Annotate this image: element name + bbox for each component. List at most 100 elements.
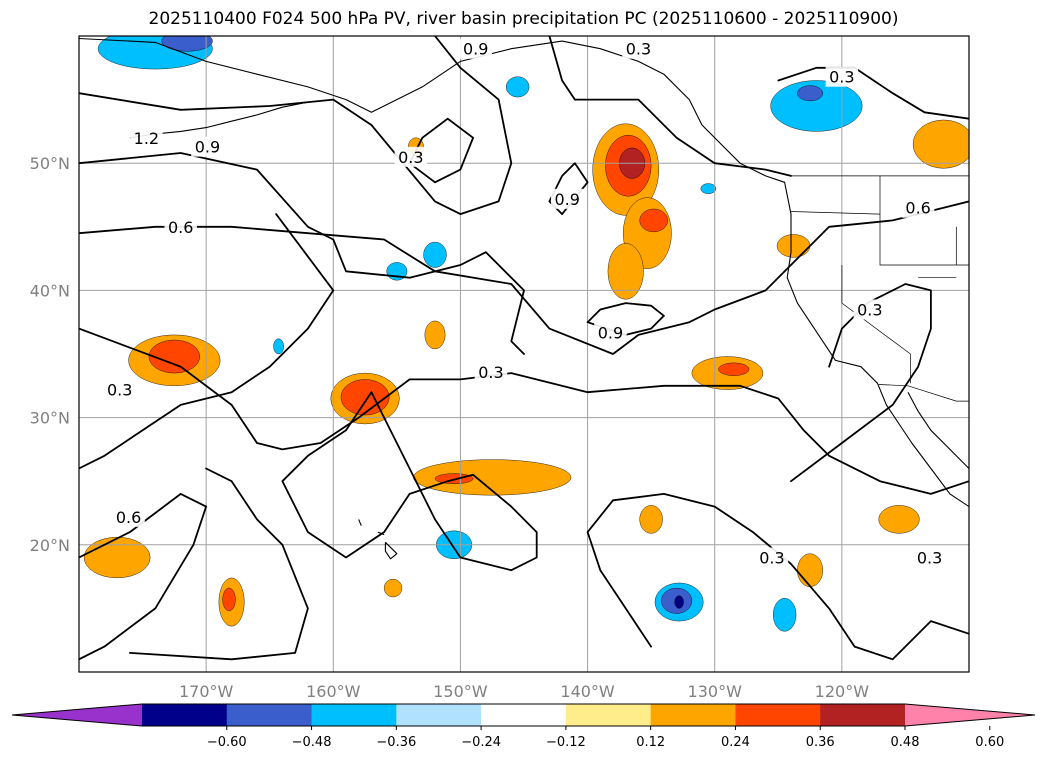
border-3: [878, 384, 969, 402]
precip-blob-28: [639, 505, 663, 534]
pv-contour-6: [79, 213, 335, 470]
svg-text:0.3: 0.3: [829, 68, 854, 87]
svg-text:0.3: 0.3: [478, 363, 503, 382]
colorbar-tick-label-3: −0.24: [461, 735, 501, 750]
border-2: [841, 265, 911, 384]
colorbar-swatch-8: [820, 704, 906, 726]
lon-tick-label-2: 150°W: [433, 682, 488, 701]
colorbar-swatch-4: [481, 704, 567, 726]
colorbar-tick-label-5: 0.12: [636, 735, 665, 750]
pv-contour-5: [79, 327, 969, 495]
svg-text:0.9: 0.9: [555, 190, 580, 209]
svg-text:0.6: 0.6: [168, 218, 193, 237]
colorbar-tick-label-1: −0.48: [292, 735, 332, 750]
precip-blob-15: [423, 241, 447, 268]
precip-blob-31: [797, 553, 823, 587]
precip-blob-26: [434, 473, 474, 484]
contour-label-8: 0.6: [901, 197, 935, 218]
svg-text:0.3: 0.3: [917, 549, 942, 568]
contour-label-11: 0.3: [474, 361, 508, 382]
svg-text:0.3: 0.3: [759, 549, 784, 568]
pv-contour-10: [586, 493, 969, 661]
coastline-0: [79, 37, 969, 508]
precip-blob-34: [383, 578, 403, 598]
pv-contour-1: [79, 36, 513, 215]
colorbar-swatch-3: [396, 704, 482, 726]
precip-blob-2: [506, 76, 530, 98]
colorbar-tick-label-8: 0.48: [891, 735, 920, 750]
colorbar-swatch-5: [565, 704, 652, 726]
colorbar-swatch-2: [311, 704, 397, 726]
svg-text:0.3: 0.3: [398, 148, 423, 167]
contour-label-7: 0.6: [164, 216, 197, 237]
border-4: [790, 211, 881, 215]
contour-label-1: 0.3: [622, 38, 655, 59]
colorbar-extend-low: [12, 704, 142, 726]
pv-contour-2: [548, 36, 792, 177]
svg-text:0.3: 0.3: [107, 381, 132, 400]
lon-tick-label-3: 140°W: [560, 682, 615, 701]
precip-blob-5: [912, 119, 969, 169]
contour-label-14: 0.3: [755, 547, 789, 568]
coastline-5: [384, 541, 398, 560]
lat-tick-label-2: 40°N: [30, 281, 70, 300]
colorbar-tick-label-0: −0.60: [207, 735, 247, 750]
precip-blob-14: [776, 234, 811, 258]
pv-contour-labels: 0.9 0.3 0.3 1.2 0.9 0.3 0.9 0.6 0.6 0.3 0.9 0.3 0.3 0…: [103, 38, 946, 568]
contour-label-3: 1.2: [130, 127, 163, 148]
border-1: [879, 175, 969, 266]
contour-label-15: 0.3: [913, 547, 946, 568]
precip-blob-30: [83, 536, 151, 579]
precip-blob-3: [770, 80, 863, 132]
contour-label-0: 0.9: [459, 38, 492, 59]
precip-blob-19: [273, 338, 284, 355]
colorbar-swatch-6: [650, 704, 736, 726]
coastline-3: [358, 519, 362, 526]
contour-label-4: 0.9: [191, 136, 224, 157]
precip-blob-12: [607, 243, 644, 300]
lon-tick-label-5: 120°W: [815, 682, 870, 701]
svg-text:0.9: 0.9: [195, 138, 220, 157]
colorbar: −0.60 −0.48 −0.36 −0.24 −0.12 0.12 0.24 0.36 0.4…: [11, 703, 1036, 750]
precip-blob-37: [674, 595, 684, 609]
colorbar-outline: [11, 703, 1036, 727]
colorbar-swatch-0: [142, 704, 228, 726]
contour-label-10: 0.9: [594, 322, 627, 343]
pv-contour-13: [408, 117, 474, 184]
colorbar-tick-label-6: 0.24: [721, 735, 750, 750]
political-borders: [790, 175, 969, 402]
lat-tick-label-0: 20°N: [30, 536, 70, 555]
colorbar-extend-high: [905, 704, 1035, 726]
colorbar-tick-label-2: −0.36: [376, 735, 416, 750]
svg-text:0.3: 0.3: [626, 40, 651, 59]
lon-tick-label-1: 160°W: [306, 682, 361, 701]
precip-blob-13: [700, 183, 717, 194]
precip-blob-24: [718, 362, 750, 376]
lon-tick-label-0: 170°W: [179, 682, 234, 701]
colorbar-tick-label-7: 0.36: [806, 735, 835, 750]
svg-text:0.6: 0.6: [116, 508, 141, 527]
precip-blob-18: [148, 339, 200, 374]
svg-text:0.6: 0.6: [905, 199, 930, 218]
colorbar-swatch-1: [226, 704, 313, 726]
contour-label-6: 0.9: [550, 188, 584, 209]
pv-contour-3: [777, 66, 969, 120]
map-title: 2025110400 F024 500 hPa PV, river basin …: [148, 9, 899, 29]
pv-contour-9: [281, 391, 538, 572]
colorbar-tick-label-9: 0.60: [975, 735, 1004, 750]
contour-label-9: 0.3: [853, 299, 887, 320]
precip-blob-38: [773, 598, 797, 632]
contour-label-12: 0.3: [103, 379, 136, 400]
pv-contour-14: [586, 302, 665, 336]
colorbar-swatch-7: [735, 704, 821, 726]
contour-label-13: 0.6: [112, 506, 145, 527]
precip-blob-1: [161, 36, 213, 52]
pv-contour-8: [129, 467, 309, 661]
longitude-tick-labels: 170°W 160°W 150°W 140°W 130°W 120°W: [179, 682, 869, 701]
svg-text:0.3: 0.3: [857, 300, 882, 319]
lat-tick-label-1: 30°N: [30, 409, 70, 428]
pv-contours: [79, 36, 969, 661]
pv-contour-0: [79, 152, 525, 355]
svg-text:1.2: 1.2: [134, 129, 159, 148]
